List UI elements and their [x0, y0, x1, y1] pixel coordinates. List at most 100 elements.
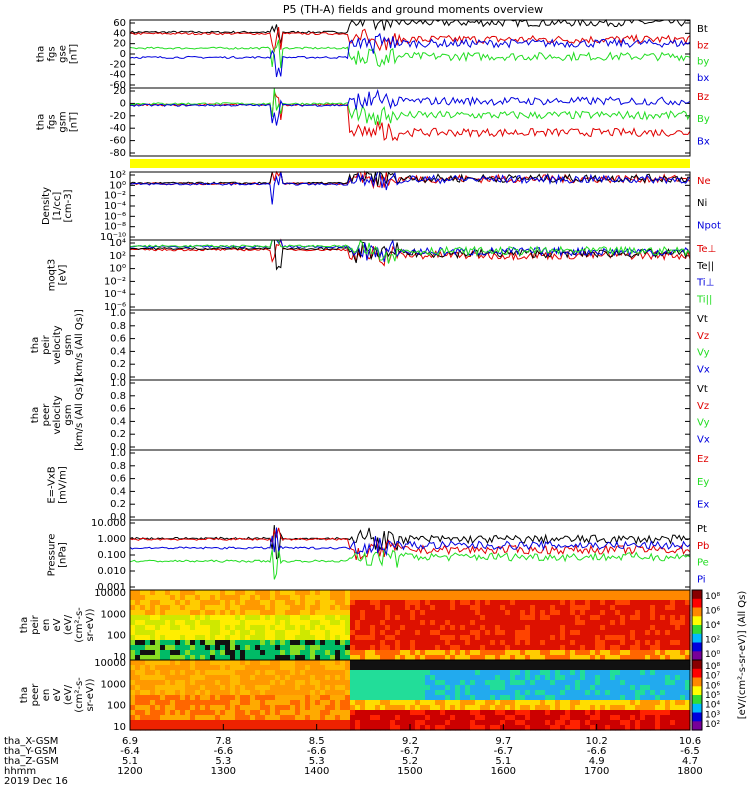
spectrogram-cell [175, 620, 181, 626]
spectrogram-cell [430, 690, 436, 696]
spectrogram-cell [485, 705, 491, 711]
spectrogram-cell [235, 660, 241, 666]
spectrogram-cell [295, 650, 301, 656]
spectrogram-cell [500, 620, 506, 626]
spectrogram-cell [290, 595, 296, 601]
spectrogram-cell [310, 635, 316, 641]
spectrogram-cell [590, 625, 596, 631]
spectrogram-cell [495, 655, 501, 661]
spectrogram-cell [475, 590, 481, 596]
spectrogram-cell [490, 670, 496, 676]
spectrogram-cell [170, 720, 176, 726]
spectrogram-cell [540, 705, 546, 711]
spectrogram-cell [625, 710, 631, 716]
spectrogram-cell [515, 680, 521, 686]
spectrogram-cell [340, 665, 346, 671]
spectrogram-cell [215, 640, 221, 646]
spectrogram-cell [355, 670, 361, 676]
spectrogram-cell [290, 715, 296, 721]
spectrogram-cell [430, 645, 436, 651]
spectrogram-cell [470, 650, 476, 656]
spectrogram-cell [550, 590, 556, 596]
spectrogram-cell [255, 635, 261, 641]
spectrogram-cell [415, 600, 421, 606]
spectrogram-cell [490, 700, 496, 706]
spectrogram-cell [505, 670, 511, 676]
spectrogram-cell [425, 640, 431, 646]
spectrogram-cell [190, 630, 196, 636]
spectrogram-cell [430, 655, 436, 661]
spectrogram-cell [365, 695, 371, 701]
spectrogram-cell [655, 650, 661, 656]
spectrogram-cell [275, 630, 281, 636]
spectrogram-cell [255, 690, 261, 696]
spectrogram-cell [670, 700, 676, 706]
spectrogram-cell [255, 620, 261, 626]
spectrogram-cell [155, 625, 161, 631]
spectrogram-cell [185, 645, 191, 651]
spectrogram-cell [590, 665, 596, 671]
spectrogram-cell [600, 665, 606, 671]
spectrogram-cell [400, 725, 406, 731]
spectrogram-cell [630, 630, 636, 636]
spectrogram-cell [435, 710, 441, 716]
spectrogram-cell [455, 690, 461, 696]
spectrogram-cell [235, 695, 241, 701]
spectrogram-cell [165, 590, 171, 596]
spectrogram-cell [435, 620, 441, 626]
spectrogram-cell [660, 635, 666, 641]
spectrogram-cell [655, 715, 661, 721]
spectrogram-cell [465, 590, 471, 596]
tick-label: 60 [113, 18, 126, 29]
spectrogram-cell [230, 700, 236, 706]
spectrogram-cell [550, 650, 556, 656]
spectrogram-cell [615, 715, 621, 721]
spectrogram-cell [600, 690, 606, 696]
tick-label: 40 [113, 28, 126, 39]
spectrogram-cell [630, 710, 636, 716]
spectrogram-cell [210, 710, 216, 716]
spectrogram-cell [165, 605, 171, 611]
legend-Bz: Bz [697, 92, 709, 103]
spectrogram-cell [450, 625, 456, 631]
spectrogram-cell [340, 655, 346, 661]
spectrogram-cell [340, 630, 346, 636]
spectrogram-cell [445, 625, 451, 631]
spectrogram-cell [210, 695, 216, 701]
spectrogram-cell [635, 590, 641, 596]
ylabel-line: en [41, 689, 52, 702]
spectrogram-cell [565, 615, 571, 621]
spectrogram-cell [410, 635, 416, 641]
spectrogram-cell [310, 725, 316, 731]
spectrogram-cell [280, 725, 286, 731]
spectrogram-cell [620, 695, 626, 701]
spectrogram-cell [470, 710, 476, 716]
spectrogram-cell [395, 680, 401, 686]
spectrogram-cell [580, 675, 586, 681]
spectrogram-cell [375, 720, 381, 726]
spectrogram-cell [300, 715, 306, 721]
tick-label: 100 [107, 701, 126, 712]
spectrogram-cell [350, 705, 356, 711]
spectrogram-cell [200, 595, 206, 601]
spectrogram-cell [460, 670, 466, 676]
spectrogram-cell [565, 630, 571, 636]
spectrogram-cell [195, 705, 201, 711]
spectrogram-cell [575, 720, 581, 726]
spectrogram-cell [165, 705, 171, 711]
spectrogram-cell [150, 600, 156, 606]
spectrogram-cell [235, 590, 241, 596]
x-row-label: tha_Z-GSM [4, 756, 59, 767]
spectrogram-cell [405, 635, 411, 641]
spectrogram-cell [655, 640, 661, 646]
spectrogram-cell [175, 715, 181, 721]
spectrogram-cell [665, 725, 671, 731]
spectrogram-cell [675, 720, 681, 726]
spectrogram-cell [640, 700, 646, 706]
spectrogram-cell [625, 640, 631, 646]
spectrogram-cell [620, 620, 626, 626]
spectrogram-cell [585, 620, 591, 626]
spectrogram-cell [535, 630, 541, 636]
spectrogram-cell [520, 715, 526, 721]
spectrogram-cell [585, 725, 591, 731]
